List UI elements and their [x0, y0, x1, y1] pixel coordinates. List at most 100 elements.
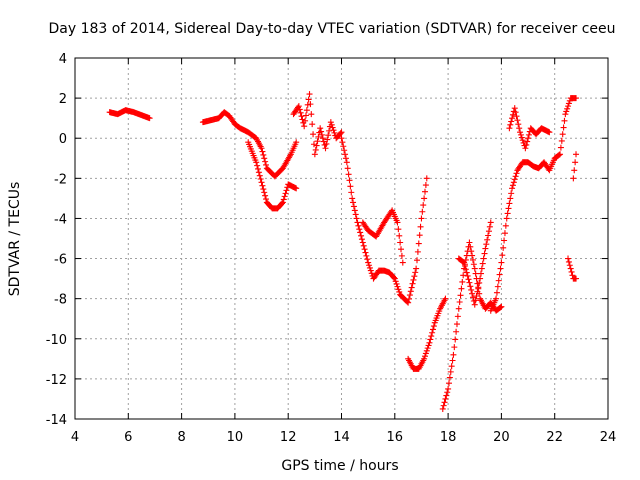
data-point — [366, 264, 373, 271]
data-point — [350, 203, 357, 210]
y-tick-label: -12 — [46, 373, 67, 388]
data-point — [509, 111, 516, 118]
data-point — [556, 151, 563, 158]
data-point — [310, 141, 317, 148]
data-point — [391, 275, 398, 282]
data-point — [422, 182, 429, 189]
data-point — [430, 323, 437, 330]
data-point — [343, 159, 350, 166]
data-point — [406, 295, 413, 302]
data-point — [501, 230, 508, 237]
data-point — [393, 280, 400, 287]
data-point — [423, 347, 430, 354]
series-s7 — [405, 295, 449, 372]
data-point — [395, 286, 402, 293]
data-point — [308, 111, 315, 118]
data-point — [514, 117, 521, 124]
data-point — [280, 196, 287, 203]
data-point — [462, 266, 469, 273]
data-point — [571, 167, 578, 174]
data-point — [525, 131, 532, 138]
data-point — [507, 195, 514, 202]
data-point — [394, 283, 401, 290]
data-point — [564, 105, 571, 112]
data-point — [310, 131, 317, 138]
data-point — [309, 121, 316, 128]
series-s10 — [487, 95, 580, 314]
data-point — [301, 123, 308, 130]
data-point — [298, 113, 305, 120]
data-point — [418, 215, 425, 222]
data-point — [318, 128, 325, 135]
data-point — [328, 121, 335, 128]
data-point — [254, 165, 261, 172]
x-tick-label: 4 — [71, 430, 79, 445]
data-point — [458, 285, 465, 292]
data-point — [476, 279, 483, 286]
data-point — [352, 211, 359, 218]
data-point — [392, 278, 399, 285]
data-point — [329, 124, 336, 131]
data-point — [282, 190, 289, 197]
x-tick-label: 18 — [440, 430, 457, 445]
data-point — [299, 116, 306, 123]
data-point — [468, 248, 475, 255]
data-point — [279, 199, 286, 206]
data-point — [323, 140, 330, 147]
data-point — [480, 255, 487, 262]
data-point — [449, 357, 456, 364]
data-point — [347, 183, 354, 190]
data-point — [459, 278, 466, 285]
data-point — [511, 105, 518, 112]
data-point — [410, 276, 417, 283]
data-point — [296, 106, 303, 113]
data-point — [497, 265, 504, 272]
series-s12 — [565, 255, 580, 282]
data-point — [447, 368, 454, 375]
data-point — [483, 241, 490, 248]
y-tick-label: 4 — [59, 52, 67, 67]
data-point — [454, 313, 461, 320]
data-point — [572, 159, 579, 166]
data-point — [453, 321, 460, 328]
data-point — [499, 252, 506, 259]
data-point — [317, 125, 324, 132]
data-point — [258, 145, 265, 152]
data-point — [395, 226, 402, 233]
series-s4 — [290, 91, 345, 158]
data-point — [511, 176, 518, 183]
data-point — [346, 177, 353, 184]
series-s6 — [359, 207, 406, 266]
y-tick-label: -6 — [54, 253, 67, 268]
data-point — [421, 355, 428, 362]
data-point — [477, 275, 484, 282]
data-point — [496, 271, 503, 278]
y-tick-label: 0 — [59, 132, 67, 147]
series-s5 — [338, 135, 430, 306]
data-point — [353, 215, 360, 222]
data-point — [327, 119, 334, 126]
data-point — [559, 131, 566, 138]
data-point — [469, 294, 476, 301]
y-tick-label: -4 — [54, 212, 67, 227]
data-point — [440, 402, 447, 409]
data-point — [570, 175, 577, 182]
data-point — [427, 336, 434, 343]
data-point — [498, 303, 505, 310]
data-point — [354, 219, 361, 226]
data-point — [561, 117, 568, 124]
data-point — [573, 95, 580, 102]
data-point — [278, 200, 285, 207]
data-point — [493, 295, 500, 302]
data-point — [565, 103, 572, 110]
series-s11 — [506, 105, 553, 152]
data-point — [357, 229, 364, 236]
data-point — [338, 129, 345, 136]
data-point — [487, 219, 494, 226]
data-point — [472, 270, 479, 277]
data-point — [568, 268, 575, 275]
data-point — [516, 125, 523, 132]
data-point — [259, 148, 266, 155]
data-point — [441, 399, 448, 406]
data-point — [466, 279, 473, 286]
